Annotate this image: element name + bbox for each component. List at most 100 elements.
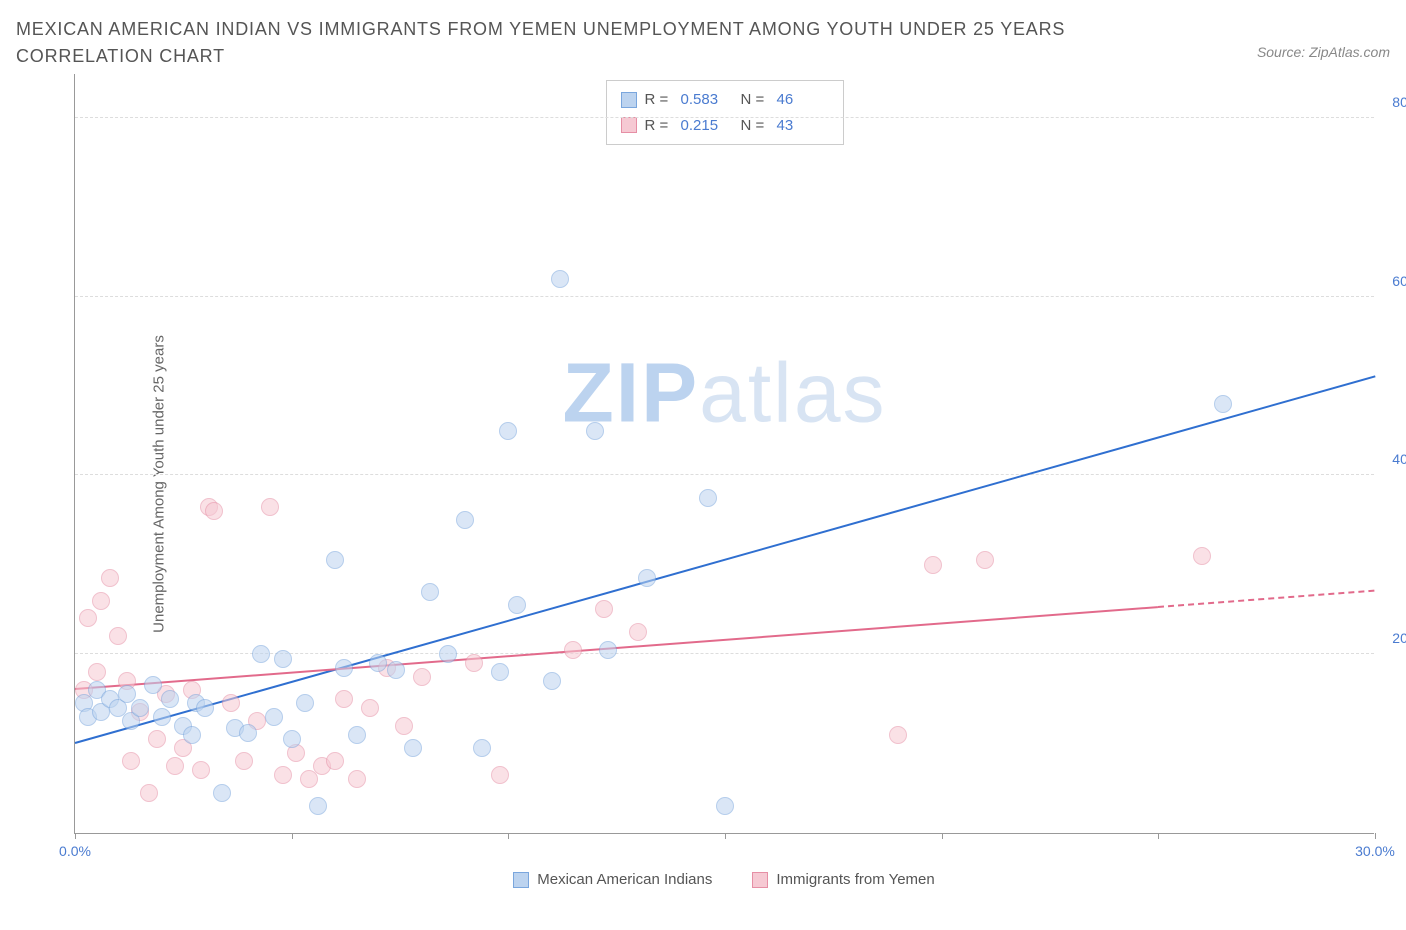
scatter-point	[599, 641, 617, 659]
scatter-point	[265, 708, 283, 726]
scatter-point	[166, 757, 184, 775]
scatter-point	[88, 663, 106, 681]
scatter-point	[638, 569, 656, 587]
legend-r-label: R =	[645, 87, 673, 113]
scatter-point	[222, 694, 240, 712]
scatter-point	[196, 699, 214, 717]
plot-area: ZIPatlas R = 0.583 N = 46 R = 0.215 N = …	[74, 74, 1374, 834]
x-tick	[75, 833, 76, 839]
scatter-point	[564, 641, 582, 659]
scatter-point	[109, 627, 127, 645]
scatter-point	[361, 699, 379, 717]
scatter-point	[335, 659, 353, 677]
watermark-part-a: ZIP	[562, 345, 699, 439]
scatter-point	[239, 724, 257, 742]
scatter-point	[395, 717, 413, 735]
scatter-point	[629, 623, 647, 641]
scatter-point	[309, 797, 327, 815]
scatter-point	[473, 739, 491, 757]
scatter-point	[404, 739, 422, 757]
scatter-point	[1193, 547, 1211, 565]
series-swatch-icon	[621, 117, 637, 133]
scatter-point	[595, 600, 613, 618]
scatter-point	[456, 511, 474, 529]
scatter-point	[465, 654, 483, 672]
scatter-point	[192, 761, 210, 779]
scatter-point	[499, 422, 517, 440]
y-tick-label: 20.0%	[1380, 630, 1406, 646]
series-swatch-icon	[513, 872, 529, 888]
legend-item: Immigrants from Yemen	[752, 871, 934, 888]
scatter-point	[491, 663, 509, 681]
scatter-point	[252, 645, 270, 663]
trend-line	[75, 375, 1376, 744]
scatter-point	[1214, 395, 1232, 413]
gridline	[75, 474, 1374, 475]
scatter-point	[148, 730, 166, 748]
scatter-point	[205, 502, 223, 520]
scatter-point	[144, 676, 162, 694]
legend-n-value: 46	[777, 87, 829, 113]
scatter-point	[369, 654, 387, 672]
scatter-point	[413, 668, 431, 686]
x-tick	[1375, 833, 1376, 839]
scatter-point	[274, 766, 292, 784]
series-swatch-icon	[621, 92, 637, 108]
scatter-point	[140, 784, 158, 802]
header: MEXICAN AMERICAN INDIAN VS IMMIGRANTS FR…	[16, 16, 1390, 70]
scatter-point	[274, 650, 292, 668]
correlation-legend: R = 0.583 N = 46 R = 0.215 N = 43	[606, 80, 844, 145]
scatter-point	[101, 569, 119, 587]
series-swatch-icon	[752, 872, 768, 888]
scatter-point	[213, 784, 231, 802]
series-name: Immigrants from Yemen	[776, 871, 934, 888]
scatter-point	[296, 694, 314, 712]
scatter-point	[421, 583, 439, 601]
scatter-point	[335, 690, 353, 708]
scatter-point	[439, 645, 457, 663]
x-tick	[725, 833, 726, 839]
scatter-point	[924, 556, 942, 574]
scatter-point	[283, 730, 301, 748]
scatter-point	[326, 752, 344, 770]
y-tick-label: 60.0%	[1380, 273, 1406, 289]
legend-n-label: N =	[741, 87, 769, 113]
x-tick	[292, 833, 293, 839]
scatter-point	[387, 661, 405, 679]
scatter-point	[261, 498, 279, 516]
scatter-point	[348, 726, 366, 744]
x-tick	[508, 833, 509, 839]
gridline	[75, 117, 1374, 118]
trend-line	[1158, 590, 1375, 608]
scatter-point	[551, 270, 569, 288]
scatter-point	[699, 489, 717, 507]
y-tick-label: 40.0%	[1380, 451, 1406, 467]
gridline	[75, 296, 1374, 297]
scatter-point	[491, 766, 509, 784]
x-tick	[1158, 833, 1159, 839]
scatter-point	[131, 699, 149, 717]
scatter-point	[326, 551, 344, 569]
scatter-point	[92, 592, 110, 610]
legend-row: R = 0.583 N = 46	[621, 87, 829, 113]
scatter-point	[161, 690, 179, 708]
scatter-point	[543, 672, 561, 690]
watermark-part-b: atlas	[699, 345, 886, 439]
scatter-point	[716, 797, 734, 815]
x-tick-label: 30.0%	[1355, 843, 1395, 859]
y-tick-label: 80.0%	[1380, 94, 1406, 110]
chart-title: MEXICAN AMERICAN INDIAN VS IMMIGRANTS FR…	[16, 16, 1116, 70]
scatter-point	[122, 752, 140, 770]
scatter-point	[300, 770, 318, 788]
scatter-point	[976, 551, 994, 569]
series-name: Mexican American Indians	[537, 871, 712, 888]
scatter-point	[586, 422, 604, 440]
watermark: ZIPatlas	[562, 344, 886, 441]
legend-r-value: 0.583	[681, 87, 733, 113]
scatter-point	[348, 770, 366, 788]
source-attribution: Source: ZipAtlas.com	[1257, 44, 1390, 60]
legend-item: Mexican American Indians	[513, 871, 712, 888]
scatter-point	[79, 609, 97, 627]
scatter-point	[508, 596, 526, 614]
scatter-point	[183, 726, 201, 744]
